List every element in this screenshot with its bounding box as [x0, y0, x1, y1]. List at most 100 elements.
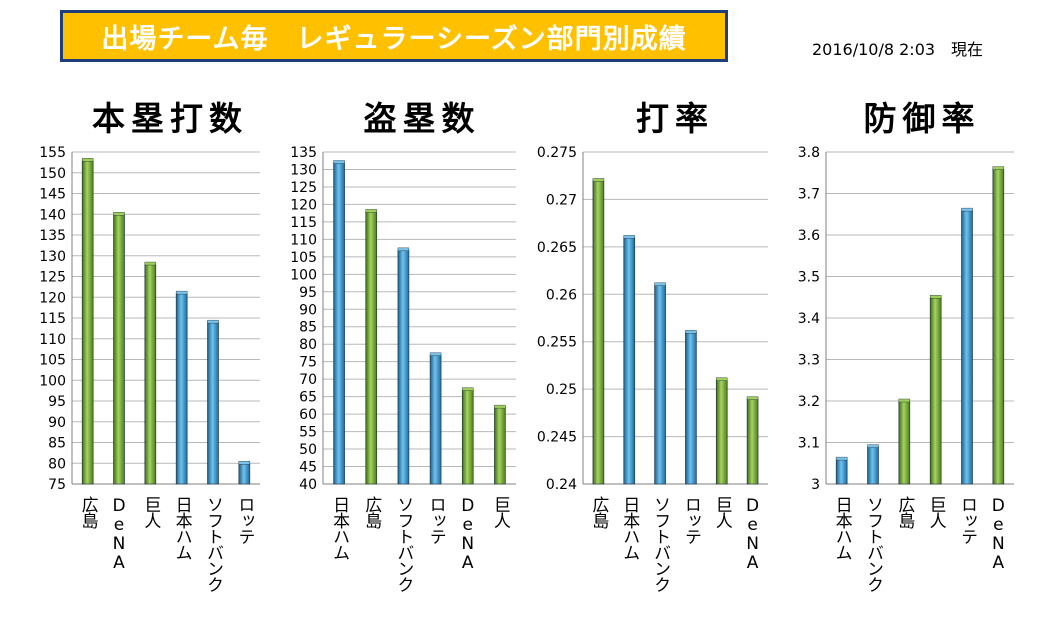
- stolen-bases-ytick-label: 90: [299, 302, 317, 318]
- home-runs-ytick-label: 155: [39, 145, 66, 161]
- home-runs-bar-cap: [175, 290, 188, 295]
- batting-avg-bar: [715, 379, 728, 485]
- batting-avg-category-label: ロッテ: [681, 496, 701, 544]
- batting-avg-category-label: 日本ハム: [619, 496, 640, 560]
- stolen-bases-bar: [494, 406, 506, 485]
- era-bar: [929, 296, 942, 485]
- batting-avg-category-label: ソフトバンク: [650, 496, 670, 592]
- stolen-bases-ytick-label: 110: [290, 232, 317, 248]
- home-runs-bar-cap: [144, 261, 157, 266]
- home-runs-ytick-label: 105: [39, 353, 66, 369]
- home-runs-ytick-label: 100: [39, 373, 66, 389]
- home-runs-bar: [81, 160, 94, 485]
- stolen-bases-ytick-label: 75: [299, 355, 317, 371]
- stolen-bases-ytick-label: 135: [290, 145, 317, 161]
- batting-avg-bar: [746, 398, 759, 485]
- home-runs-bar: [144, 263, 157, 485]
- stolen-bases-ytick-label: 115: [290, 215, 317, 231]
- stolen-bases-ytick-label: 65: [299, 390, 317, 406]
- batting-avg-ytick-label: 0.245: [537, 430, 577, 446]
- stolen-bases-ytick-label: 120: [290, 197, 317, 213]
- era-bar-cap: [929, 295, 942, 299]
- stolen-bases-ytick-label: 85: [299, 320, 317, 336]
- batting-avg-bar-cap: [746, 396, 759, 400]
- home-runs-category-label: DeNA: [109, 496, 129, 572]
- home-runs-category-label: ロッテ: [234, 496, 254, 544]
- era-ytick-label: 3.8: [798, 145, 820, 161]
- home-runs-category-label: 広島: [78, 496, 99, 530]
- batting-avg-category-label: DeNA: [743, 496, 763, 572]
- stolen-bases-ytick-label: 70: [299, 372, 317, 388]
- stolen-bases-ytick-label: 40: [299, 477, 317, 493]
- home-runs-ytick-label: 125: [39, 270, 66, 286]
- batting-avg-category-label: 広島: [588, 496, 609, 530]
- home-runs-bar: [238, 462, 251, 485]
- stolen-bases-bar-cap: [397, 247, 410, 252]
- stolen-bases-category-label: ロッテ: [426, 496, 446, 544]
- stolen-bases-ytick-label: 100: [290, 267, 317, 283]
- home-runs-ytick-label: 150: [39, 166, 66, 182]
- era-bar: [992, 168, 1005, 485]
- batting-avg-ytick-label: 0.275: [537, 145, 577, 161]
- stolen-bases-category-label: 日本ハム: [329, 496, 350, 560]
- home-runs-ytick-label: 95: [48, 394, 66, 410]
- stolen-bases-bar: [429, 354, 442, 485]
- era-category-label: ロッテ: [957, 496, 977, 544]
- home-runs-ytick-label: 110: [39, 332, 66, 348]
- home-runs-bar: [175, 292, 188, 485]
- stolen-bases-category-label: 広島: [361, 496, 382, 530]
- stolen-bases-bar-cap: [462, 387, 474, 391]
- stolen-bases-bar-cap: [365, 209, 377, 213]
- era-bar: [835, 458, 848, 485]
- home-runs-ytick-label: 130: [39, 249, 66, 265]
- era-category-label: 巨人: [926, 496, 947, 528]
- stolen-bases-bar: [461, 389, 474, 485]
- batting-avg-bar: [592, 180, 605, 485]
- stolen-bases-category-label: DeNA: [458, 496, 478, 572]
- chart-title-stolen-bases: 盗塁数: [363, 99, 481, 138]
- home-runs-ytick-label: 85: [48, 436, 66, 452]
- home-runs-ytick-label: 90: [48, 415, 66, 431]
- era-ytick-label: 3.2: [798, 394, 820, 410]
- batting-avg-ytick-label: 0.24: [546, 477, 577, 493]
- stolen-bases-bar-cap: [429, 352, 442, 356]
- stolen-bases-bar-cap: [494, 404, 506, 409]
- stolen-bases-bar-cap: [333, 160, 345, 164]
- home-runs-ytick-label: 145: [39, 187, 66, 203]
- stolen-bases-ytick-label: 45: [299, 460, 317, 476]
- chart-title-batting-avg: 打率: [636, 99, 714, 138]
- home-runs-ytick-label: 75: [48, 477, 66, 493]
- stolen-bases-ytick-label: 130: [290, 162, 317, 178]
- stolen-bases-ytick-label: 125: [290, 180, 317, 196]
- era-bar-cap: [867, 444, 879, 448]
- era-bar-cap: [835, 456, 848, 461]
- stolen-bases-ytick-label: 60: [299, 407, 317, 423]
- home-runs-bar-cap: [113, 212, 125, 216]
- batting-avg-bar-cap: [685, 330, 697, 334]
- stolen-bases-ytick-label: 95: [299, 285, 317, 301]
- era-ytick-label: 3.5: [798, 270, 820, 286]
- batting-avg-bar-cap: [592, 178, 605, 182]
- batting-avg-ytick-label: 0.27: [546, 192, 577, 208]
- era-category-label: 広島: [894, 496, 915, 530]
- stolen-bases-ytick-label: 55: [299, 425, 317, 441]
- era-ytick-label: 3.1: [798, 436, 820, 452]
- timestamp: 2016/10/8 2:03 現在: [812, 40, 984, 59]
- batting-avg-bar: [623, 237, 636, 485]
- era-bar: [867, 446, 879, 485]
- home-runs-bar-cap: [207, 319, 219, 324]
- era-ytick-label: 3.6: [798, 228, 820, 244]
- batting-avg-bar-cap: [623, 235, 635, 239]
- home-runs-ytick-label: 135: [39, 228, 66, 244]
- home-runs-ytick-label: 115: [39, 311, 66, 327]
- stolen-bases-bar: [333, 162, 345, 485]
- home-runs-bar-cap: [238, 461, 251, 465]
- stolen-bases-ytick-label: 50: [299, 442, 317, 458]
- batting-avg-bar-cap: [716, 377, 728, 381]
- era-bar-cap: [992, 166, 1005, 170]
- home-runs-category-label: 日本ハム: [172, 496, 193, 560]
- era-bar: [898, 400, 911, 485]
- batting-avg-ytick-label: 0.255: [537, 335, 577, 351]
- era-ytick-label: 3.7: [798, 187, 820, 203]
